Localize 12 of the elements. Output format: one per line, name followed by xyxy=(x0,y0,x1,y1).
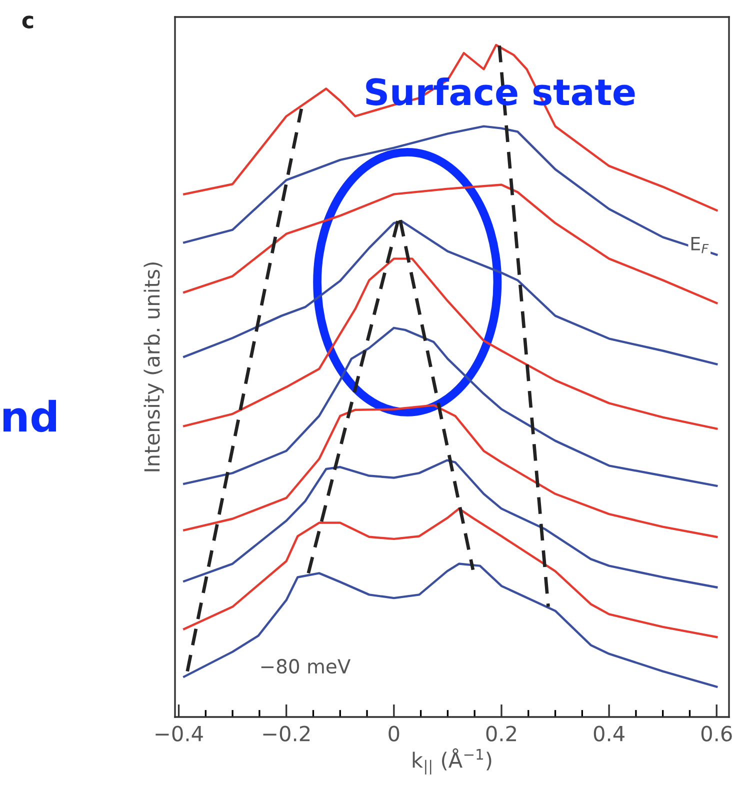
x-axis-title: k$_{||}$ (Å$^{−1}$) xyxy=(412,748,492,774)
chart-title: c xyxy=(22,16,34,28)
annotation: E$_{F}$ xyxy=(691,237,709,254)
x-tick-label: −0.4 xyxy=(156,726,203,742)
x-tick-label: 0.2 xyxy=(486,726,516,742)
x-tick-label: 0.6 xyxy=(701,726,732,742)
x-tick-label: 0 xyxy=(388,726,400,742)
x-tick-label: 0.4 xyxy=(594,726,624,742)
y-axis-title: Intensity (arb. units) xyxy=(144,262,164,472)
annotation: −80 meV xyxy=(261,658,351,674)
text: nd xyxy=(4,400,56,432)
x-tick-label: −0.2 xyxy=(263,726,310,742)
